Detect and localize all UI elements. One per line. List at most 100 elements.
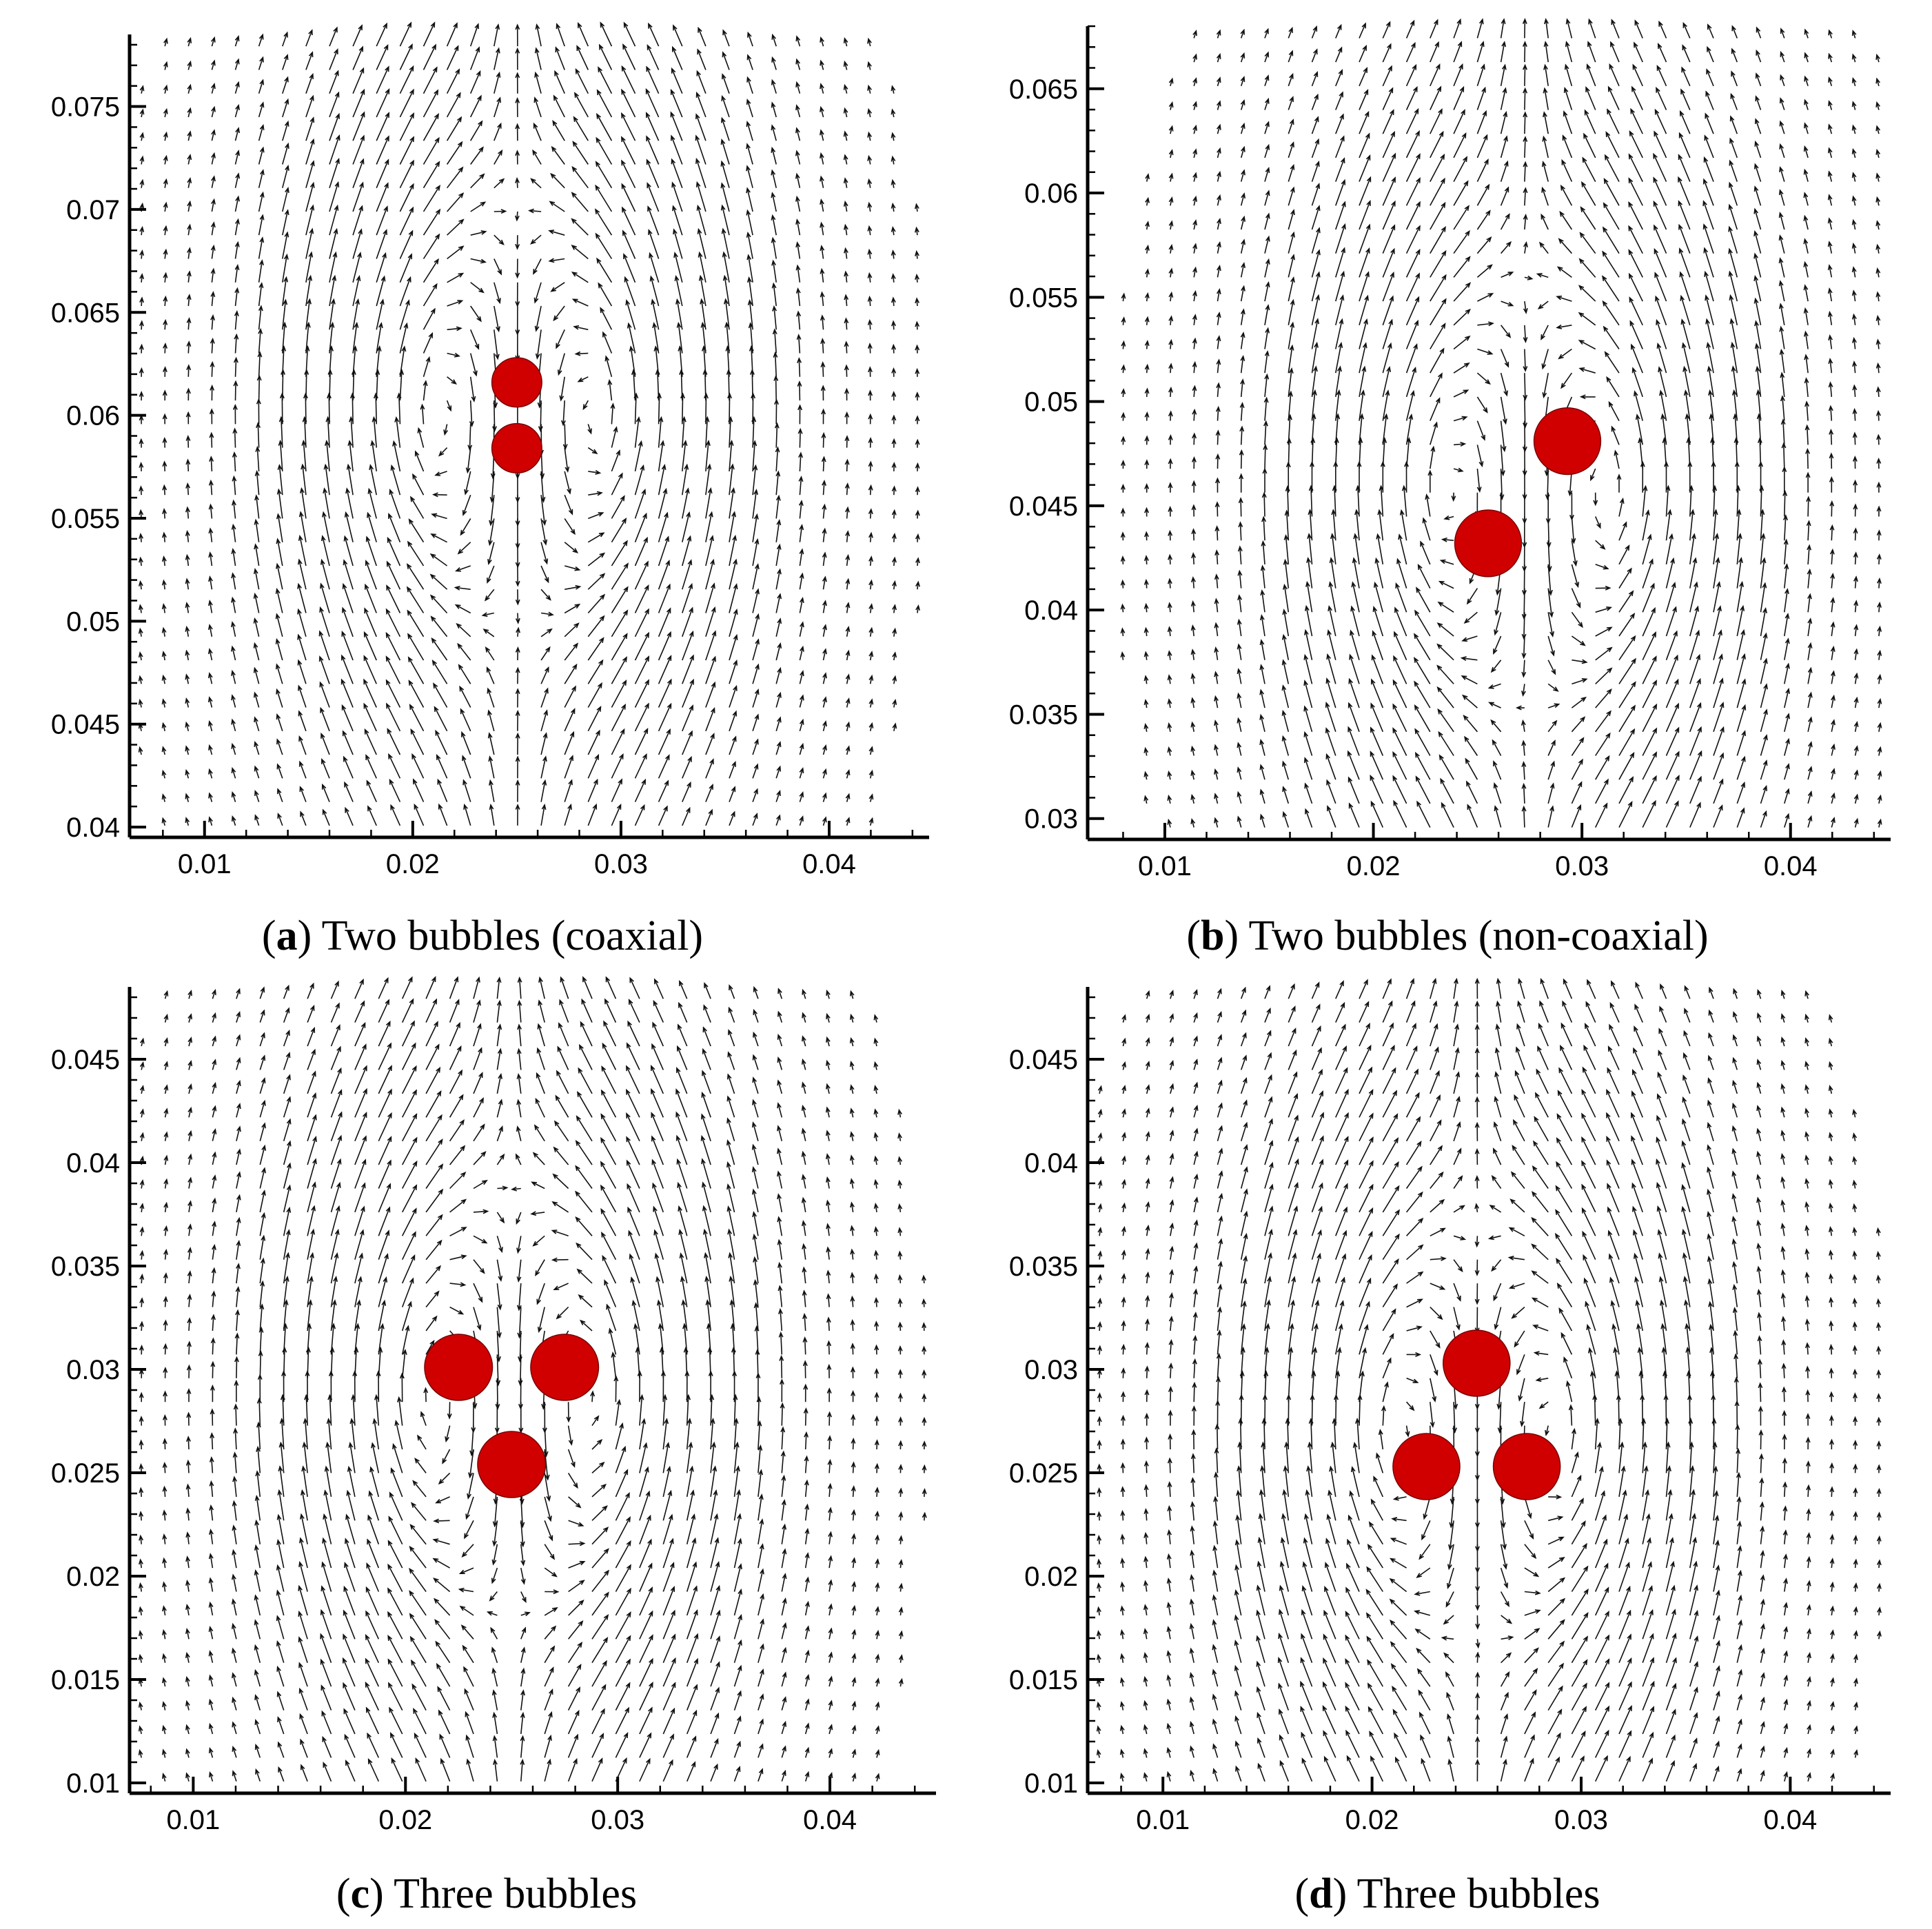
velocity-vector: [322, 511, 330, 542]
velocity-vector: [1827, 194, 1833, 206]
velocity-vector: [1500, 349, 1509, 368]
velocity-vector: [208, 575, 213, 590]
velocity-vector: [1217, 1170, 1223, 1189]
velocity-vector: [1394, 606, 1407, 637]
velocity-vector: [753, 1008, 759, 1023]
velocity-vector: [1758, 1429, 1764, 1450]
velocity-vector: [1217, 1192, 1223, 1213]
velocity-vector: [634, 655, 650, 684]
velocity-vector: [1303, 1537, 1313, 1569]
velocity-vector: [1461, 635, 1478, 642]
velocity-vector: [410, 1659, 427, 1687]
velocity-vector: [139, 1132, 145, 1141]
velocity-vector: [1523, 187, 1528, 206]
velocity-vector: [802, 1243, 806, 1260]
velocity-vector: [1803, 214, 1809, 230]
panel-c: 0.010.0150.020.0250.030.0350.040.0450.01…: [51, 976, 936, 1917]
velocity-vector: [161, 698, 167, 708]
velocity-vector: [1547, 1556, 1565, 1569]
velocity-vector: [258, 259, 264, 283]
y-tick-label: 0.035: [51, 1252, 120, 1282]
velocity-vector: [139, 1226, 145, 1236]
velocity-vector: [1807, 1700, 1811, 1711]
velocity-vector: [1531, 1297, 1549, 1308]
velocity-vector: [425, 1066, 441, 1094]
velocity-vector: [277, 1716, 285, 1735]
velocity-vector: [1240, 1232, 1248, 1260]
velocity-vector: [622, 43, 636, 70]
velocity-vector: [1806, 1484, 1811, 1497]
velocity-vector: [1877, 697, 1882, 708]
velocity-vector: [915, 438, 920, 448]
velocity-vector: [1731, 1238, 1738, 1260]
velocity-vector: [1261, 491, 1267, 517]
velocity-vector: [307, 1228, 315, 1260]
velocity-vector: [467, 424, 473, 451]
velocity-vector: [496, 1283, 502, 1311]
velocity-vector: [210, 384, 215, 401]
velocity-vector: [1713, 1740, 1720, 1758]
velocity-vector: [139, 1178, 145, 1189]
velocity-vector: [873, 1061, 879, 1070]
velocity-vector: [209, 1771, 214, 1782]
velocity-vector: [1713, 509, 1718, 541]
velocity-vector: [343, 535, 354, 567]
velocity-vector: [1539, 1000, 1549, 1023]
velocity-vector: [1558, 238, 1573, 254]
velocity-vector: [533, 1124, 545, 1142]
velocity-vector: [1828, 1155, 1833, 1165]
velocity-vector: [259, 1234, 266, 1260]
velocity-vector: [258, 169, 265, 188]
velocity-vector: [639, 1490, 651, 1521]
velocity-vector: [282, 276, 289, 307]
velocity-vector: [1191, 552, 1197, 564]
velocity-vector: [1121, 1249, 1126, 1260]
velocity-vector: [1679, 110, 1691, 134]
velocity-vector: [686, 1585, 698, 1616]
velocity-vector: [254, 1694, 261, 1711]
velocity-vector: [1359, 1136, 1374, 1165]
velocity-vector: [1467, 804, 1478, 828]
velocity-vector: [1583, 1277, 1596, 1307]
velocity-vector: [1875, 220, 1881, 230]
velocity-vector: [1780, 50, 1785, 63]
velocity-vector: [1217, 147, 1221, 159]
velocity-vector: [1288, 141, 1294, 159]
velocity-vector: [1453, 1259, 1463, 1273]
velocity-vector: [1831, 817, 1836, 828]
velocity-vector: [1145, 221, 1150, 230]
velocity-vector: [1642, 1561, 1652, 1592]
velocity-vector: [710, 1661, 720, 1687]
velocity-vector: [1607, 1206, 1620, 1236]
velocity-vector: [704, 1275, 711, 1307]
velocity-vector: [307, 1299, 313, 1331]
velocity-vector: [259, 1122, 266, 1141]
velocity-vector: [1642, 1609, 1654, 1640]
velocity-vector: [1805, 1389, 1811, 1402]
velocity-vector: [1240, 1255, 1248, 1284]
velocity-vector: [1642, 1633, 1654, 1663]
velocity-vector: [639, 1394, 644, 1426]
velocity-vector: [757, 1493, 764, 1521]
velocity-vector: [844, 247, 848, 259]
velocity-vector: [1736, 730, 1746, 756]
velocity-vector: [1804, 1318, 1810, 1331]
velocity-vector: [1352, 1441, 1360, 1473]
velocity-vector: [843, 60, 848, 70]
velocity-vector: [591, 1569, 610, 1592]
velocity-vector: [1359, 223, 1371, 254]
velocity-vector: [1097, 1440, 1102, 1450]
velocity-vector: [849, 1061, 855, 1070]
velocity-vector: [425, 1188, 444, 1213]
velocity-vector: [1359, 110, 1370, 134]
velocity-vector: [163, 1108, 169, 1118]
velocity-vector: [321, 535, 330, 567]
velocity-vector: [1283, 583, 1290, 613]
velocity-vector: [1405, 1000, 1416, 1023]
velocity-vector: [376, 159, 389, 189]
velocity-vector: [1401, 484, 1407, 517]
velocity-vector: [682, 654, 694, 684]
velocity-vector: [367, 511, 377, 542]
velocity-vector: [844, 317, 849, 330]
velocity-vector: [1852, 1368, 1858, 1378]
